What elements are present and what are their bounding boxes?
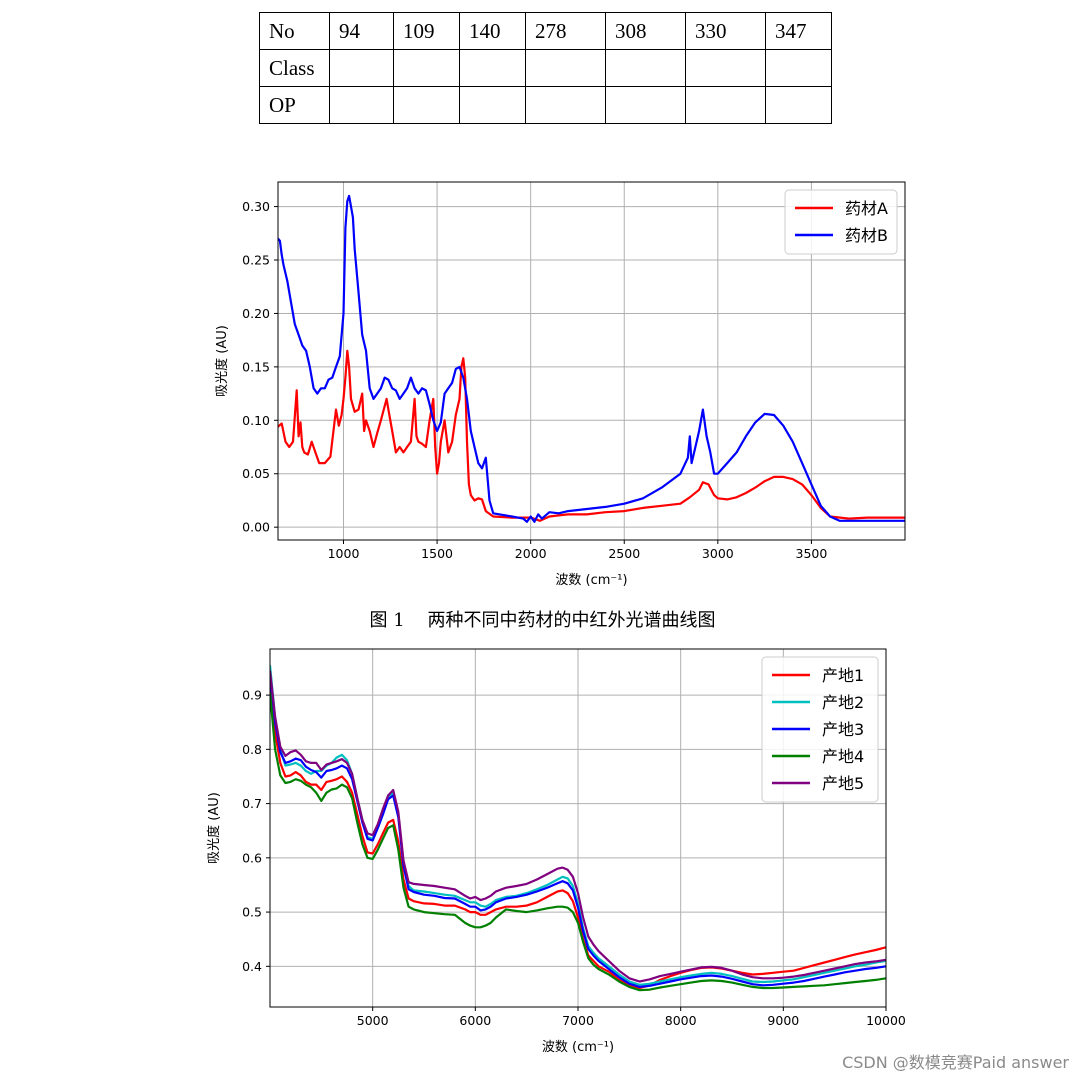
table-cell: 140 <box>459 12 526 50</box>
legend-label: 药材A <box>845 199 888 218</box>
table-cell: OP <box>259 86 330 124</box>
series-line-2 <box>270 665 886 986</box>
table-cell: Class <box>259 49 330 87</box>
sample-table: No 94 109 140 278 308 330 347 Class OP <box>259 12 832 124</box>
table-cell <box>393 86 460 124</box>
x-tick-label: 6000 <box>459 1013 491 1028</box>
x-axis-label: 波数 (cm⁻¹) <box>542 1040 614 1055</box>
series-line-5 <box>270 670 886 983</box>
table-cell <box>329 49 394 87</box>
table-cell <box>459 49 526 87</box>
x-tick-label: 3500 <box>796 546 828 561</box>
table-cell <box>685 49 766 87</box>
table-cell <box>459 86 526 124</box>
x-axis-label: 波数 (cm⁻¹) <box>555 573 627 588</box>
legend-label: 药材B <box>845 226 888 245</box>
legend-box <box>784 189 898 255</box>
legend-label: 产地4 <box>822 747 864 766</box>
legend-box <box>761 656 879 803</box>
series-line-1 <box>270 684 886 990</box>
table-row: No 94 109 140 278 308 330 347 <box>259 12 832 50</box>
table-cell: 330 <box>685 12 766 50</box>
y-axis-label: 吸光度 (AU) <box>214 325 230 397</box>
y-tick-label: 0.4 <box>242 959 262 974</box>
table-cell <box>605 86 686 124</box>
x-tick-label: 2000 <box>515 546 547 561</box>
nir-spectrum-chart: 5000 6000 7000 8000 9000 10000 0.4 0.5 0.6 0.7 0.8… <box>206 648 906 1055</box>
table-cell <box>605 49 686 87</box>
x-tick-label: 1500 <box>421 546 453 561</box>
y-tick-label: 0.5 <box>242 905 262 920</box>
y-tick-label: 0.15 <box>242 359 270 374</box>
y-tick-label: 0.7 <box>242 796 262 811</box>
y-axis-label: 吸光度 (AU) <box>206 792 222 864</box>
legend-label: 产地1 <box>822 666 864 685</box>
table-row: OP <box>259 86 832 124</box>
x-tick-label: 7000 <box>562 1013 594 1028</box>
table-cell <box>525 86 606 124</box>
x-tick-label: 9000 <box>767 1013 799 1028</box>
table-cell: 278 <box>525 12 606 50</box>
x-tick-label: 3000 <box>702 546 734 561</box>
y-tick-label: 0.30 <box>242 199 270 214</box>
table-cell <box>765 86 832 124</box>
table-cell <box>685 86 766 124</box>
y-tick-label: 0.6 <box>242 850 262 865</box>
table-cell: 109 <box>393 12 460 50</box>
y-tick-label: 0.05 <box>242 466 270 481</box>
table-cell <box>393 49 460 87</box>
table-cell <box>525 49 606 87</box>
ir-spectrum-chart: 1000 1500 2000 2500 3000 3500 0.00 0.05 0.10 0.15… <box>214 181 906 588</box>
series-line-3 <box>270 675 886 988</box>
y-tick-label: 0.25 <box>242 253 270 268</box>
table-cell: 308 <box>605 12 686 50</box>
table-row: Class <box>259 49 832 87</box>
x-tick-label: 10000 <box>866 1013 906 1028</box>
legend-label: 产地5 <box>822 774 864 793</box>
y-tick-label: 0.00 <box>242 520 270 535</box>
y-tick-label: 0.9 <box>242 688 262 703</box>
x-tick-label: 5000 <box>357 1013 389 1028</box>
series-line-4 <box>270 692 886 992</box>
table-cell <box>329 86 394 124</box>
x-tick-label: 8000 <box>665 1013 697 1028</box>
legend-label: 产地3 <box>822 720 864 739</box>
series-line-2 <box>278 194 905 523</box>
x-tick-label: 1000 <box>328 546 360 561</box>
y-tick-label: 0.20 <box>242 306 270 321</box>
table-cell: 94 <box>329 12 394 50</box>
y-tick-label: 0.10 <box>242 413 270 428</box>
plot-frame <box>277 181 906 541</box>
series-line-1 <box>278 349 905 522</box>
watermark: CSDN @数模竞赛Paid answer <box>842 1053 1069 1072</box>
table-cell: No <box>259 12 330 50</box>
table-cell: 347 <box>765 12 832 50</box>
figure-caption: 图 1 两种不同中药材的中红外光谱曲线图 <box>369 610 716 631</box>
y-tick-label: 0.8 <box>242 742 262 757</box>
table-cell <box>765 49 832 87</box>
x-tick-label: 2500 <box>608 546 640 561</box>
legend-label: 产地2 <box>822 693 864 712</box>
